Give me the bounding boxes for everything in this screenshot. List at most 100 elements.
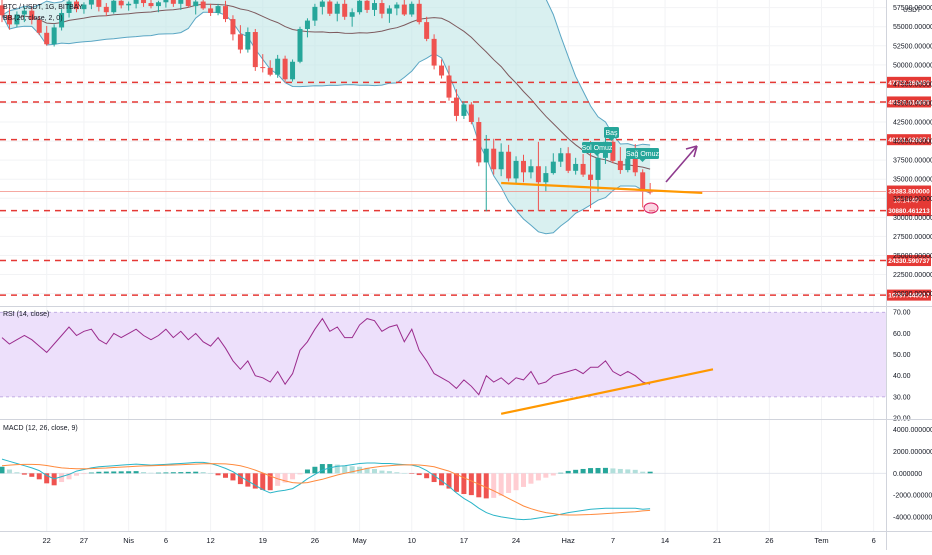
macd-histogram-bar — [625, 469, 631, 474]
macd-histogram-bar — [431, 473, 437, 483]
candle-body — [610, 141, 616, 161]
candle-body — [632, 158, 638, 173]
macd-histogram-bar — [424, 473, 430, 479]
macd-tick-label: -4000.000000 — [893, 514, 932, 521]
macd-tick-label: 2000.000000 — [893, 449, 932, 456]
macd-histogram-bar — [185, 471, 191, 474]
candle-body — [535, 166, 541, 183]
head-tag: Baş — [605, 130, 618, 137]
macd-histogram-bar — [36, 473, 42, 480]
macd-histogram-bar — [252, 473, 258, 489]
macd-histogram-bar — [416, 473, 422, 476]
candle-body — [215, 6, 221, 13]
candle-body — [372, 3, 377, 10]
candle-body — [178, 0, 184, 4]
x-tick-label: 17 — [460, 536, 468, 545]
candle-body — [431, 38, 437, 66]
y-tick-label: 32500.000000 — [893, 196, 932, 203]
macd-histogram-bar — [133, 471, 139, 474]
candle-body — [617, 160, 623, 171]
candle-body — [386, 8, 392, 14]
macd-histogram-bar — [66, 473, 72, 480]
macd-histogram-bar — [461, 473, 467, 495]
candle-body — [558, 153, 564, 162]
candle-body — [550, 161, 556, 174]
x-tick-label: 6 — [872, 536, 876, 545]
macd-histogram-bar — [200, 472, 206, 474]
candle-body — [118, 0, 124, 6]
macd-histogram-bar — [379, 470, 385, 474]
rsi-tick-label: 30.00 — [893, 394, 911, 401]
y-tick-label: 47500.000000 — [893, 81, 932, 88]
candle-body — [252, 32, 258, 68]
candle-body — [640, 172, 646, 192]
macd-histogram-bar — [208, 473, 214, 474]
candle-body — [103, 6, 109, 13]
candle-body — [6, 15, 12, 25]
x-tick-label: 27 — [80, 536, 88, 545]
macd-histogram-bar — [223, 473, 228, 478]
macd-histogram-bar — [573, 469, 579, 474]
candle-body — [88, 0, 94, 5]
left-shoulder-tag: Sol Omuz — [582, 145, 613, 152]
candle-body — [260, 67, 266, 69]
bollinger-lower-line — [1, 11, 651, 235]
currency-label: USDT — [903, 7, 921, 14]
macd-histogram-bar — [260, 473, 266, 490]
rsi-tick-label: 40.00 — [893, 373, 911, 380]
macd-histogram-bar — [6, 469, 12, 474]
candle-body — [275, 58, 281, 75]
macd-histogram-bar — [588, 468, 594, 474]
x-tick-label: 21 — [713, 536, 721, 545]
y-tick-label: 57500.000000 — [893, 5, 932, 12]
macd-histogram-bar — [349, 466, 355, 474]
candle-body — [245, 32, 251, 50]
x-tick-label: 6 — [164, 536, 168, 545]
right-shoulder-tag-box — [626, 148, 659, 159]
candle-body — [439, 65, 445, 76]
macd-histogram-bar — [498, 473, 504, 496]
macd-histogram-bar — [126, 471, 132, 474]
candle-body — [625, 158, 631, 171]
bollinger-band-fill — [2, 0, 651, 234]
candle-body — [66, 1, 72, 13]
macd-histogram-bar — [550, 473, 556, 476]
macd-histogram-bar — [282, 473, 288, 483]
y-tick-label: 30000.000000 — [893, 215, 932, 222]
candle-body — [304, 20, 310, 29]
level-price-tag — [887, 289, 931, 301]
macd-histogram-bar — [170, 472, 176, 474]
macd-histogram-bar — [88, 472, 94, 474]
macd-histogram-bar — [290, 473, 296, 480]
candle-body — [208, 8, 214, 13]
level-price-tag — [887, 96, 931, 108]
level-price-label: 40181.926674 — [888, 137, 930, 144]
candle-body — [44, 32, 50, 45]
macd-histogram-bar — [51, 473, 57, 486]
macd-histogram-bar — [602, 467, 608, 474]
macd-histogram-bar — [401, 472, 407, 474]
macd-histogram-bar — [483, 473, 489, 499]
macd-histogram-bar — [267, 473, 273, 491]
bollinger-basis-line — [1, 3, 651, 170]
macd-histogram-bar — [0, 466, 5, 474]
macd-histogram-bar — [334, 464, 340, 474]
macd-histogram-bar — [386, 471, 392, 474]
level-price-label: 19797.440917 — [888, 293, 930, 300]
candle-body — [0, 5, 5, 16]
y-tick-label: 55000.000000 — [893, 24, 932, 31]
macd-histogram-bar — [59, 473, 65, 483]
macd-line — [1, 458, 651, 521]
y-tick-label: 27500.000000 — [893, 234, 932, 241]
candle-body — [29, 10, 35, 20]
countdown-label: 16:14:49 — [893, 198, 919, 205]
candle-body — [461, 104, 467, 116]
candle-body — [14, 14, 20, 25]
candle-body — [453, 97, 459, 116]
level-price-tag — [887, 205, 931, 217]
level-price-label: 47702.260450 — [888, 80, 930, 87]
x-tick-label: 10 — [408, 536, 416, 545]
y-tick-label: 40000.000000 — [893, 139, 932, 146]
